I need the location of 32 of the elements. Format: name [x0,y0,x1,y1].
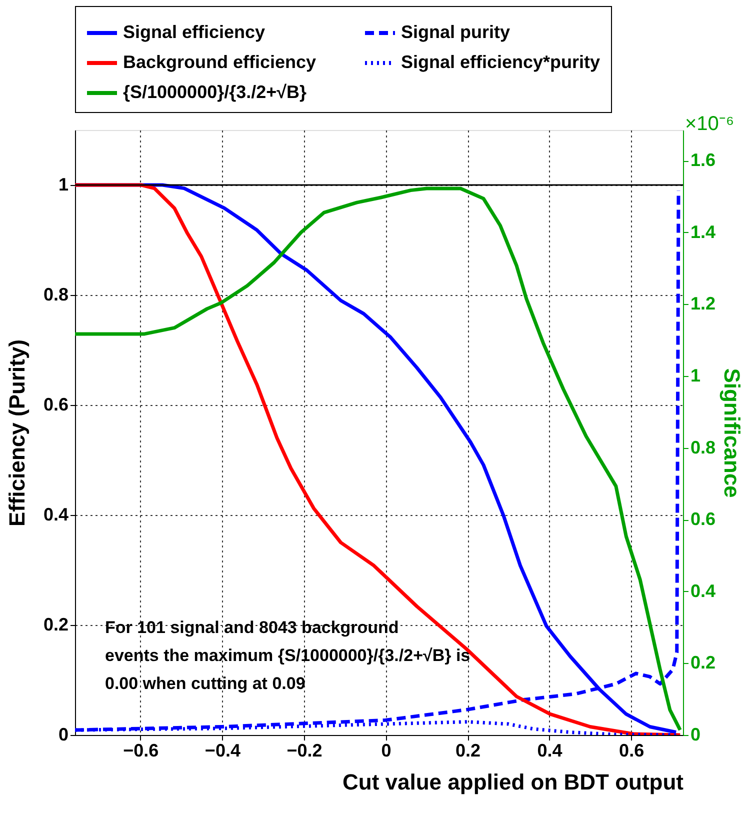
y-tick-label: 0.6 [43,394,68,414]
text: ×10⁻⁶ [685,113,734,135]
legend-label: Signal efficiency*purity [401,52,600,72]
x-tick-label: 0 [381,740,392,760]
y2-tick-label: 0.4 [690,580,716,601]
y2-axis-title: Significance [720,368,745,498]
legend-label: Background efficiency [123,52,316,72]
y2-tick-label: 0.6 [690,509,716,530]
legend-label: Signal efficiency [123,22,266,42]
legend-label: Signal purity [401,22,510,42]
y2-tick-label: 1.4 [690,222,716,242]
x-tick-label: 0.4 [537,740,562,760]
x-axis-title: Cut value applied on BDT output [342,770,684,794]
legend-label: {S/1000000}/{3./2+√B} [123,82,307,102]
y2-tick-label: 0 [690,724,701,744]
y2-tick-label: 0.8 [690,437,716,458]
y-tick-label: 0.4 [43,504,68,524]
y-tick-label: 0.2 [43,614,68,634]
y-tick-label: 0.8 [43,284,68,304]
x-tick-label: −0.2 [286,740,322,760]
x-tick-label: 0.2 [456,740,481,760]
y2-tick-label: 1 [690,365,701,386]
x-tick-label: −0.6 [123,740,159,760]
y2-tick-label: 0.2 [690,652,716,673]
x-tick-label: −0.4 [204,740,240,760]
y2-tick-label: 1.2 [690,294,716,314]
y-tick-label: 1 [58,174,68,194]
x-tick-label: 0.6 [619,740,644,760]
y-axis-title: Efficiency (Purity) [4,339,30,527]
y-tick-label: 0 [58,724,68,744]
annotation: For 101 signal and 8043 background events the maximum {S/1000000}/{3./2+√B} is 0.00 when cutting at 0.09 [105,618,470,693]
y2-tick-label: 1.6 [690,150,716,170]
